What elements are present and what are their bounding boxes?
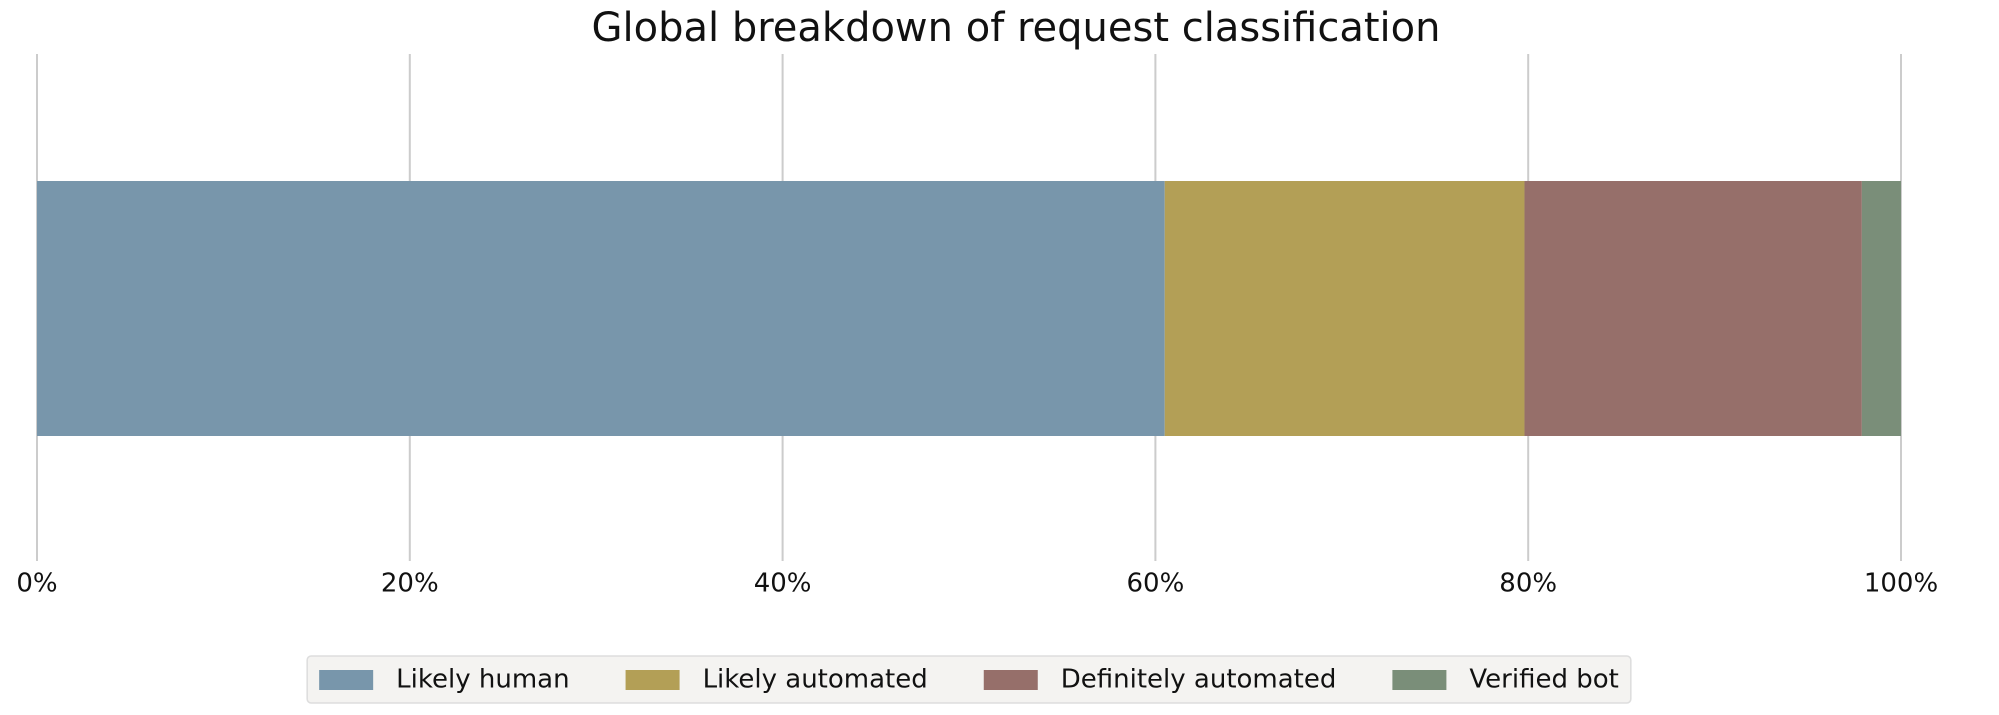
legend-box <box>306 655 1632 704</box>
legend-label: Definitely automated <box>1061 665 1337 695</box>
legend: Likely human Likely automated Definitely a… <box>306 655 1632 704</box>
legend-label: Likely automated <box>703 665 928 695</box>
legend-swatch <box>319 670 374 690</box>
x-tick-label: 0% <box>16 569 57 599</box>
bar-segment <box>37 181 1165 436</box>
legend-swatch <box>625 670 680 690</box>
legend-swatch <box>1392 670 1447 690</box>
x-tick-label: 40% <box>754 569 812 599</box>
bar-segment <box>1861 181 1901 436</box>
x-tick-label: 100% <box>1864 569 1938 599</box>
bar-segment <box>1524 181 1862 436</box>
chart-title: Global breakdown of request classificati… <box>592 5 1441 51</box>
x-tick-label: 20% <box>381 569 439 599</box>
x-tick-label: 60% <box>1127 569 1185 599</box>
x-tick-label: 80% <box>1499 569 1557 599</box>
legend-swatch <box>983 670 1038 690</box>
legend-label: Likely human <box>396 665 569 695</box>
bar-segment <box>1164 181 1525 436</box>
legend-label: Verified bot <box>1469 665 1618 695</box>
